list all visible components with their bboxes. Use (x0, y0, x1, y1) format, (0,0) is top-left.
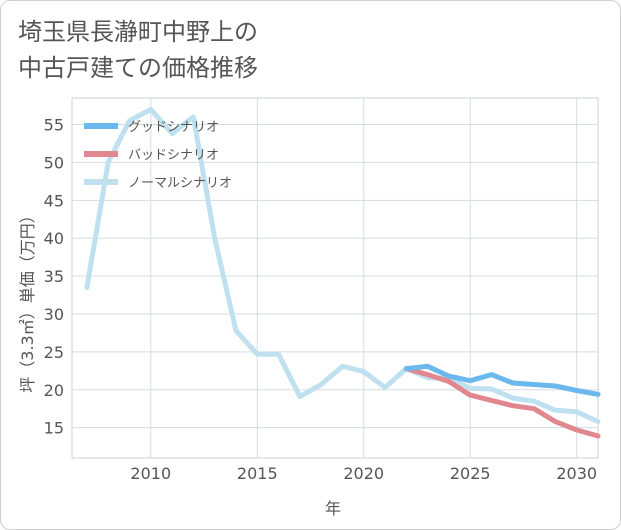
y-tick-label: 25 (44, 343, 64, 362)
chart-title-line-1: 埼玉県長瀞町中野上の (18, 18, 258, 46)
x-tick-label: 2015 (237, 464, 278, 483)
plot-frame (71, 97, 599, 459)
x-tick-label: 2010 (130, 464, 171, 483)
x-tick-label: 2025 (450, 464, 491, 483)
y-tick-label: 35 (44, 267, 64, 286)
y-tick-label: 20 (44, 381, 64, 400)
y-axis-ticks: 15 20 25 30 35 40 45 50 55 (44, 116, 64, 438)
x-axis-label: 年 (325, 499, 341, 518)
normal-scenario-legend-label: ノーマルシナリオ (128, 176, 232, 191)
chart-title-line-2: 中古戸建ての価格推移 (18, 54, 258, 82)
x-tick-label: 2030 (556, 464, 597, 483)
bad-scenario-line (403, 366, 601, 439)
y-tick-label: 45 (44, 191, 64, 210)
x-tick-label: 2020 (343, 464, 384, 483)
grid (72, 98, 598, 458)
y-axis-label: 坪（3.3㎡）単価（万円） (18, 207, 37, 392)
good-scenario-line (403, 363, 601, 397)
y-tick-label: 55 (44, 116, 64, 135)
plot-area-border (71, 97, 599, 459)
bad-scenario-legend-label: バッドシナリオ (128, 148, 219, 163)
normal-scenario-line (84, 106, 601, 425)
y-tick-label: 15 (44, 419, 64, 438)
y-tick-label: 30 (44, 305, 64, 324)
chart-title: 埼玉県長瀞町中野上の 中古戸建ての価格推移 (18, 14, 578, 86)
good-scenario-legend-label: グッドシナリオ (128, 120, 219, 135)
y-tick-label: 50 (44, 153, 64, 172)
series-lines (84, 106, 601, 439)
y-tick-label: 40 (44, 229, 64, 248)
x-axis-ticks: 2010 2015 2020 2025 2030 (130, 464, 597, 483)
